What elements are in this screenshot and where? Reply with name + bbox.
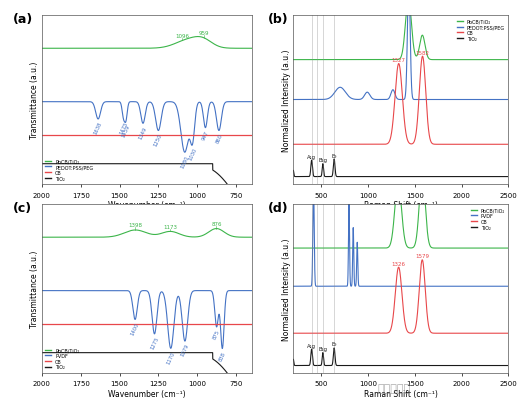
- Text: A₁g: A₁g: [307, 343, 316, 348]
- Text: (a): (a): [13, 13, 33, 26]
- Text: 1250: 1250: [153, 133, 163, 147]
- Text: 1638: 1638: [93, 121, 103, 135]
- Y-axis label: Normalized Intensity (a.u.): Normalized Intensity (a.u.): [282, 238, 291, 340]
- Text: 1327: 1327: [392, 58, 406, 63]
- Text: (d): (d): [268, 201, 288, 214]
- Text: 1579: 1579: [415, 254, 429, 259]
- Text: 1459: 1459: [121, 124, 131, 138]
- Text: 1431: 1431: [0, 400, 1, 401]
- Text: 875: 875: [212, 328, 221, 340]
- Text: 947: 947: [201, 130, 210, 141]
- Text: 1275: 1275: [149, 336, 160, 350]
- Text: 1321: 1321: [0, 400, 1, 401]
- Text: 860: 860: [214, 133, 223, 144]
- Text: 1326: 1326: [391, 261, 406, 266]
- Text: 959: 959: [198, 30, 209, 36]
- Y-axis label: Transmittance (a.u.): Transmittance (a.u.): [30, 62, 39, 139]
- Y-axis label: Normalized Intensity (a.u.): Normalized Intensity (a.u.): [282, 49, 291, 151]
- Text: 1079: 1079: [180, 343, 190, 357]
- Text: E₉: E₉: [332, 153, 337, 158]
- Legend: PbCB/TiO₂, PEDOT:PSS/PEG, CB, TiO₂: PbCB/TiO₂, PEDOT:PSS/PEG, CB, TiO₂: [45, 158, 94, 182]
- Text: (c): (c): [13, 201, 31, 214]
- Text: 1173: 1173: [163, 224, 177, 229]
- Text: 1475: 1475: [118, 121, 128, 135]
- Text: 1170: 1170: [166, 350, 176, 364]
- X-axis label: Wavenumber (cm⁻¹): Wavenumber (cm⁻¹): [108, 389, 185, 398]
- Legend: PbCB/TiO₂, PEDOT:PSS/PEG, CB, TiO₂: PbCB/TiO₂, PEDOT:PSS/PEG, CB, TiO₂: [456, 18, 506, 43]
- X-axis label: Raman Shift (cm⁻¹): Raman Shift (cm⁻¹): [364, 389, 438, 398]
- Text: 876: 876: [211, 221, 222, 226]
- Text: 1080: 1080: [180, 154, 190, 168]
- Text: 1030: 1030: [188, 146, 198, 161]
- Text: A₁g: A₁g: [307, 154, 316, 159]
- Text: 1582: 1582: [416, 51, 430, 56]
- Text: 1096: 1096: [175, 34, 189, 38]
- Text: 时空手游网: 时空手游网: [377, 383, 410, 393]
- Text: E₉: E₉: [332, 342, 337, 346]
- Text: B₁g: B₁g: [319, 158, 328, 163]
- X-axis label: Raman Shift (cm⁻¹): Raman Shift (cm⁻¹): [364, 201, 438, 210]
- Text: 1349: 1349: [138, 126, 148, 140]
- Text: 1579: 1579: [0, 400, 1, 401]
- Text: E₉: E₉: [0, 400, 1, 401]
- Legend: PbCB/TiO₂, PVDF, CB, TiO₂: PbCB/TiO₂, PVDF, CB, TiO₂: [470, 207, 506, 231]
- Text: 1435: 1435: [0, 400, 1, 401]
- X-axis label: Wavenumber (cm⁻¹): Wavenumber (cm⁻¹): [108, 201, 185, 210]
- Text: (b): (b): [268, 13, 288, 26]
- Text: 1400: 1400: [130, 321, 140, 335]
- Legend: PbCB/TiO₂, PVDF, CB, TiO₂: PbCB/TiO₂, PVDF, CB, TiO₂: [45, 346, 80, 371]
- Text: E₉: E₉: [0, 400, 1, 401]
- Y-axis label: Transmittance (a.u.): Transmittance (a.u.): [30, 250, 39, 327]
- Text: 838: 838: [218, 350, 227, 361]
- Text: 1398: 1398: [128, 223, 143, 227]
- Text: B₁g: B₁g: [319, 346, 328, 351]
